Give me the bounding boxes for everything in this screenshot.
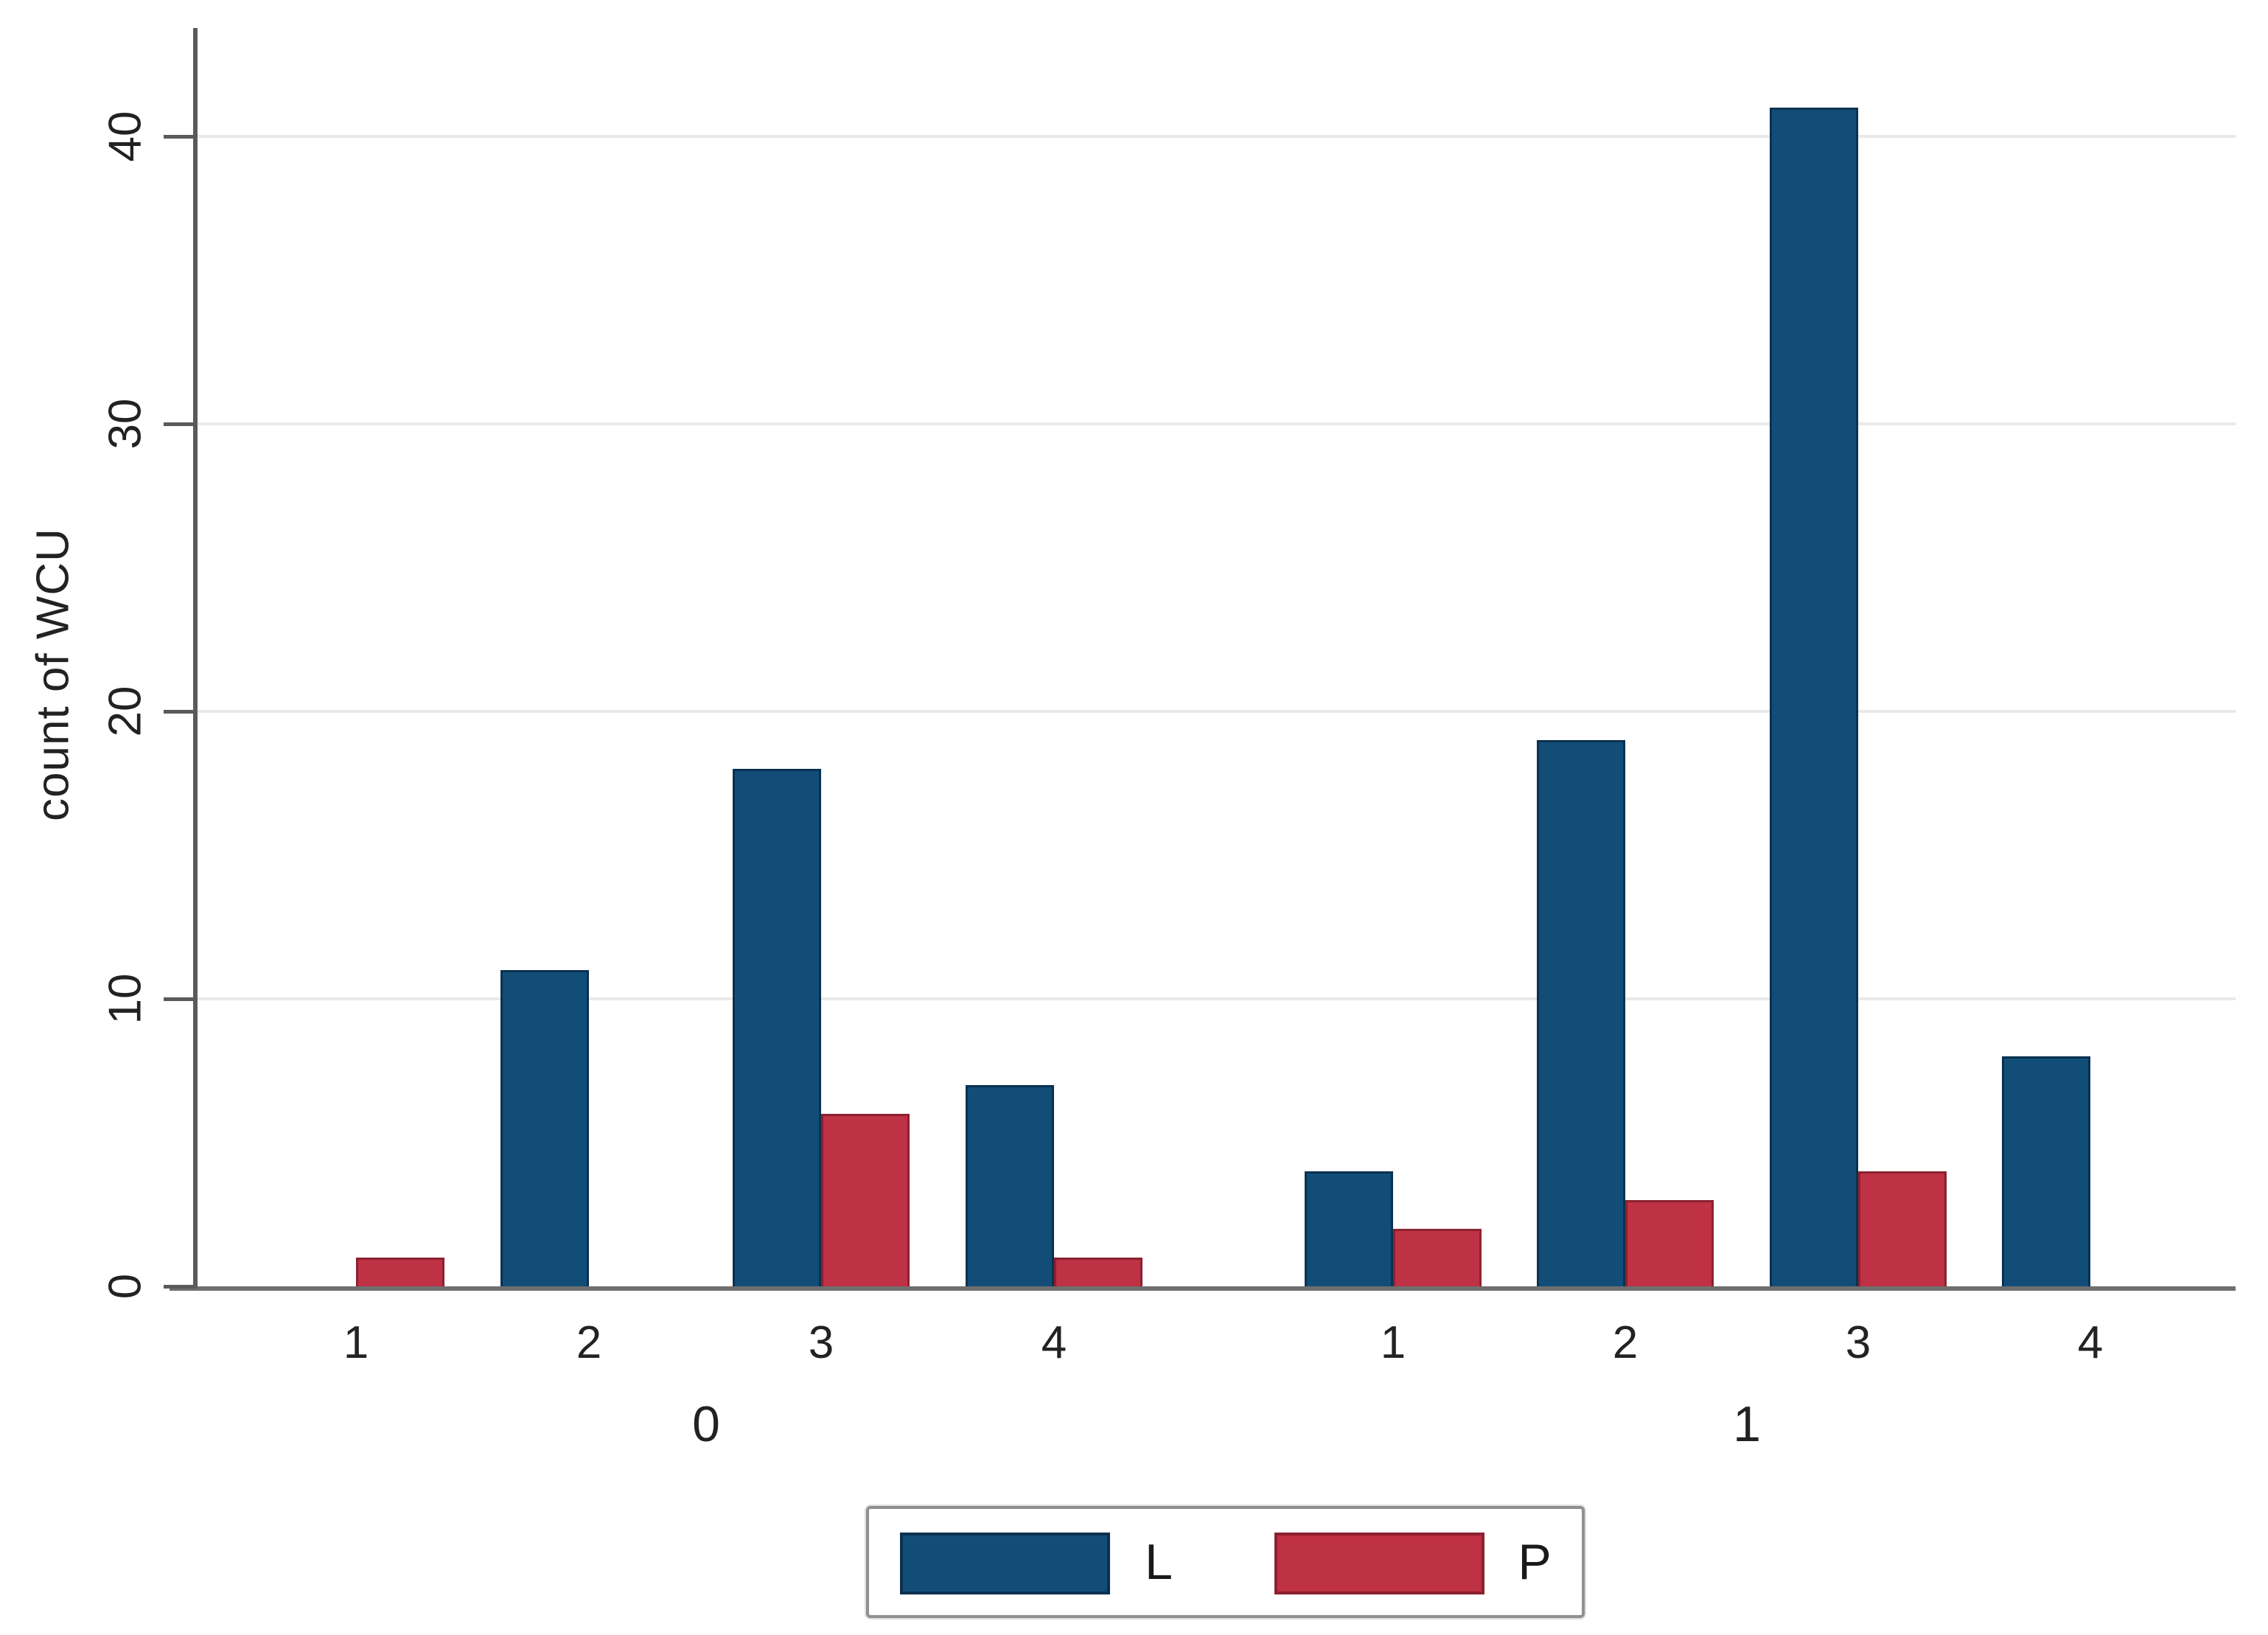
- bar-L-group1-cat4: [2002, 1056, 2090, 1286]
- legend-label-P: P: [1518, 1534, 1552, 1590]
- bar-L-group0-cat3: [733, 769, 821, 1286]
- bar-L-group1-cat3: [1770, 108, 1858, 1286]
- gridline-y-30: [198, 422, 2236, 425]
- group-label-0: 0: [692, 1396, 720, 1452]
- y-tick-0: [164, 1285, 198, 1289]
- x-tick-label-group0-cat3: 3: [808, 1317, 834, 1368]
- bar-L-group1-cat2: [1537, 740, 1625, 1286]
- bar-P-group1-cat3: [1858, 1171, 1947, 1286]
- bar-P-group1-cat1: [1393, 1229, 1482, 1286]
- y-tick-label-30: 30: [100, 398, 151, 450]
- x-tick-label-group0-cat4: 4: [1041, 1317, 1067, 1368]
- y-tick-10: [164, 997, 198, 1001]
- gridline-y-20: [198, 710, 2236, 713]
- bar-P-group0-cat1: [356, 1258, 444, 1286]
- y-tick-label-20: 20: [100, 686, 151, 737]
- x-axis-line: [170, 1286, 2236, 1291]
- bar-P-group0-cat4: [1054, 1258, 1142, 1286]
- bar-P-group0-cat3: [821, 1114, 910, 1286]
- bar-L-group0-cat4: [966, 1085, 1054, 1286]
- gridline-y-40: [198, 135, 2236, 138]
- legend-swatch-P: [1274, 1533, 1484, 1594]
- y-tick-label-0: 0: [100, 1273, 151, 1300]
- x-tick-label-group1-cat4: 4: [2077, 1317, 2104, 1368]
- x-tick-label-group0-cat1: 1: [343, 1317, 369, 1368]
- y-tick-30: [164, 422, 198, 426]
- legend-label-L: L: [1145, 1534, 1173, 1590]
- bar-L-group0-cat2: [500, 970, 589, 1286]
- bar-L-group1-cat1: [1305, 1171, 1393, 1286]
- bar-P-group1-cat2: [1625, 1200, 1714, 1286]
- y-tick-label-10: 10: [100, 973, 151, 1025]
- y-tick-40: [164, 135, 198, 139]
- gridline-y-10: [198, 997, 2236, 1000]
- group-label-1: 1: [1733, 1396, 1761, 1452]
- y-tick-label-40: 40: [100, 111, 151, 162]
- y-axis-line: [193, 28, 198, 1291]
- x-tick-label-group0-cat2: 2: [576, 1317, 602, 1368]
- x-tick-label-group1-cat1: 1: [1380, 1317, 1406, 1368]
- x-tick-label-group1-cat3: 3: [1845, 1317, 1871, 1368]
- x-tick-label-group1-cat2: 2: [1612, 1317, 1639, 1368]
- y-tick-20: [164, 710, 198, 714]
- legend-swatch-L: [900, 1533, 1110, 1594]
